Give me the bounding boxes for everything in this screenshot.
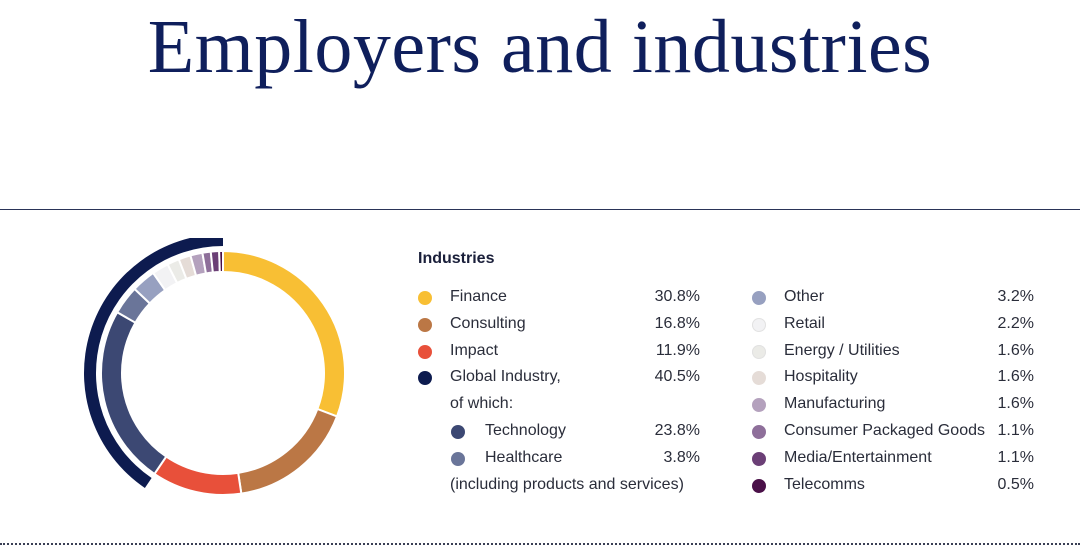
legend-label: Healthcare [485, 448, 563, 466]
legend-value: 3.2% [997, 288, 1034, 305]
legend-value: 2.2% [997, 314, 1034, 332]
legend-swatch [418, 344, 432, 359]
legend-swatch [752, 344, 766, 359]
legend-swatch [752, 478, 766, 493]
legend-value: 1.1% [997, 448, 1034, 466]
legend-item-of-which: of which: [418, 394, 704, 421]
legend-label: Manufacturing [784, 395, 886, 413]
legend-value: 1.6% [997, 395, 1034, 413]
legend-heading: Industries [418, 250, 495, 267]
legend-item-finance: Finance 30.8% [418, 287, 704, 314]
legend-item-other: Other 3.2% [752, 287, 1038, 314]
legend-label: Consulting [450, 314, 526, 332]
legend-swatch [418, 317, 432, 332]
legend-swatch [752, 451, 766, 466]
legend-item-including-products-and-services: (including products and services) [418, 475, 704, 502]
legend-value: 23.8% [654, 421, 700, 439]
legend-swatch [418, 371, 432, 386]
legend-column-left: Finance 30.8% Consulting 16.8% Impact 11.9% Gl… [418, 287, 704, 501]
legend-value: 16.8% [654, 314, 700, 332]
legend-value: 1.1% [997, 421, 1034, 439]
legend-label: (including products and services) [450, 475, 684, 493]
legend-swatch [752, 398, 766, 413]
donut-slice-impact [153, 455, 243, 496]
legend-swatch [752, 291, 766, 305]
legend-value: 1.6% [997, 341, 1034, 359]
dotted-divider [0, 543, 1080, 545]
donut-slice-consulting [237, 407, 339, 495]
legend-item-consumer-packaged-goods: Consumer Packaged Goods 1.1% [752, 421, 1038, 448]
legend-item-technology: Technology 23.8% [418, 421, 704, 448]
legend-value: 0.5% [997, 475, 1034, 493]
legend-label: Impact [450, 341, 499, 359]
legend-item-retail: Retail 2.2% [752, 314, 1038, 341]
legend-label: Finance [450, 288, 507, 305]
donut-slice-finance [222, 249, 346, 418]
legend-swatch [752, 424, 766, 439]
legend-label: Media/Entertainment [784, 448, 932, 466]
legend-label: Consumer Packaged Goods [784, 421, 985, 439]
legend-label: of which: [450, 395, 514, 413]
industries-donut-chart [84, 238, 346, 496]
legend-item-manufacturing: Manufacturing 1.6% [752, 394, 1038, 421]
legend-swatch [752, 371, 766, 386]
legend-item-hospitality: Hospitality 1.6% [752, 367, 1038, 394]
legend-label: Other [784, 288, 825, 305]
legend-item-media-entertainment: Media/Entertainment 1.1% [752, 448, 1038, 475]
legend-label: Energy / Utilities [784, 341, 900, 359]
page-title: Employers and industries [147, 5, 933, 89]
legend-column-right: Other 3.2% Retail 2.2% Energy / Utilities 1.6… [752, 287, 1038, 501]
legend-label: Global Industry, [450, 368, 561, 386]
legend-label: Retail [784, 314, 825, 332]
legend-swatch [451, 451, 465, 466]
legend-value: 40.5% [654, 368, 700, 386]
legend-swatch [451, 424, 465, 439]
legend-item-telecomms: Telecomms 0.5% [752, 475, 1038, 502]
legend-label: Technology [485, 421, 566, 439]
legend-item-healthcare: Healthcare 3.8% [418, 448, 704, 475]
legend-item-consulting: Consulting 16.8% [418, 314, 704, 341]
legend-value: 11.9% [655, 341, 700, 359]
legend-item-impact: Impact 11.9% [418, 341, 704, 368]
legend-swatch [418, 291, 432, 305]
legend-item-global-industry: Global Industry, 40.5% [418, 367, 704, 394]
section-divider [0, 209, 1080, 210]
legend-label: Hospitality [784, 368, 858, 386]
legend-value: 1.6% [997, 368, 1034, 386]
legend-value: 3.8% [663, 448, 700, 466]
legend-item-energy-utilities: Energy / Utilities 1.6% [752, 341, 1038, 368]
legend-swatch [752, 317, 766, 332]
legend-value: 30.8% [654, 288, 700, 305]
legend-label: Telecomms [784, 475, 865, 493]
donut-slice-telecomms [218, 249, 224, 274]
